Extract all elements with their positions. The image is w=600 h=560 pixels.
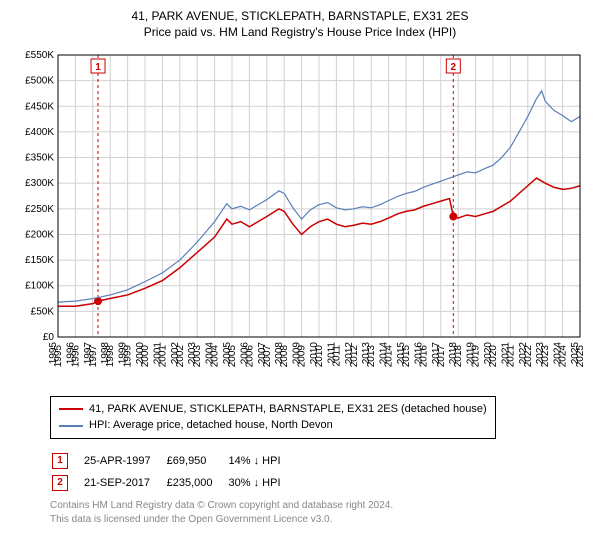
line-chart: £0 £50K £100K £150K £200K £250K £300K £350K £400… [10,45,590,385]
svg-text:£200K: £200K [25,229,54,240]
svg-text:2018: 2018 [453,344,464,367]
legend-row: 41, PARK AVENUE, STICKLEPATH, BARNSTAPLE… [59,401,487,418]
svg-text:1997: 1997 [88,344,99,367]
svg-text:£250K: £250K [25,204,54,215]
event-price: £235,000 [167,473,227,493]
svg-text:2010: 2010 [314,344,325,367]
legend-label: HPI: Average price, detached house, Nort… [89,417,333,434]
svg-text:2020: 2020 [488,344,499,367]
legend: 41, PARK AVENUE, STICKLEPATH, BARNSTAPLE… [50,396,496,439]
svg-text:2001: 2001 [157,344,168,367]
event-marker-icon: 1 [52,453,68,469]
legend-label: 41, PARK AVENUE, STICKLEPATH, BARNSTAPLE… [89,401,487,418]
attribution-line: This data is licensed under the Open Gov… [50,513,590,527]
svg-text:£350K: £350K [25,152,54,163]
event-row: 1 25-APR-1997£69,95014% ↓ HPI [52,451,295,471]
svg-text:2008: 2008 [279,344,290,367]
svg-text:2015: 2015 [401,344,412,367]
legend-swatch [59,408,83,410]
page-subtitle: Price paid vs. HM Land Registry's House … [10,25,590,39]
svg-text:£100K: £100K [25,281,54,292]
chart-area: £0 £50K £100K £150K £200K £250K £300K £350K £400… [10,45,590,390]
svg-text:2019: 2019 [471,344,482,367]
svg-text:£400K: £400K [25,127,54,138]
svg-text:2: 2 [451,62,457,73]
svg-text:1996: 1996 [70,344,81,367]
svg-text:2000: 2000 [140,344,151,367]
svg-text:1998: 1998 [105,344,116,367]
svg-text:£50K: £50K [31,306,55,317]
attribution-line: Contains HM Land Registry data © Crown c… [50,499,590,513]
event-marker-icon: 2 [52,475,68,491]
svg-text:2022: 2022 [523,344,534,367]
svg-text:2007: 2007 [262,344,273,367]
svg-text:2009: 2009 [297,344,308,367]
svg-text:2012: 2012 [349,344,360,367]
svg-text:2023: 2023 [540,344,551,367]
svg-text:1999: 1999 [123,344,134,367]
page-title: 41, PARK AVENUE, STICKLEPATH, BARNSTAPLE… [10,8,590,25]
svg-text:2013: 2013 [366,344,377,367]
svg-text:£300K: £300K [25,178,54,189]
attribution: Contains HM Land Registry data © Crown c… [50,499,590,527]
legend-swatch [59,425,83,427]
event-delta: 14% ↓ HPI [229,451,295,471]
svg-text:2025: 2025 [575,344,586,367]
svg-text:2017: 2017 [436,344,447,367]
svg-text:2014: 2014 [384,344,395,367]
event-date: 21-SEP-2017 [84,473,165,493]
svg-text:£450K: £450K [25,101,54,112]
event-price: £69,950 [167,451,227,471]
svg-text:£0: £0 [43,332,55,343]
svg-text:2016: 2016 [418,344,429,367]
event-delta: 30% ↓ HPI [229,473,295,493]
svg-text:2021: 2021 [505,344,516,367]
svg-text:2024: 2024 [558,344,569,367]
svg-text:2006: 2006 [244,344,255,367]
svg-text:2002: 2002 [175,344,186,367]
svg-text:2003: 2003 [192,344,203,367]
svg-text:1995: 1995 [53,344,64,367]
svg-text:£500K: £500K [25,75,54,86]
svg-text:2004: 2004 [210,344,221,367]
event-date: 25-APR-1997 [84,451,165,471]
svg-text:2011: 2011 [331,344,342,366]
legend-row: HPI: Average price, detached house, Nort… [59,417,487,434]
svg-text:2005: 2005 [227,344,238,367]
svg-text:£150K: £150K [25,255,54,266]
svg-text:£550K: £550K [25,50,54,61]
event-row: 2 21-SEP-2017£235,00030% ↓ HPI [52,473,295,493]
svg-text:1: 1 [95,62,101,73]
events-table: 1 25-APR-1997£69,95014% ↓ HPI 2 21-SEP-2017… [50,449,297,495]
